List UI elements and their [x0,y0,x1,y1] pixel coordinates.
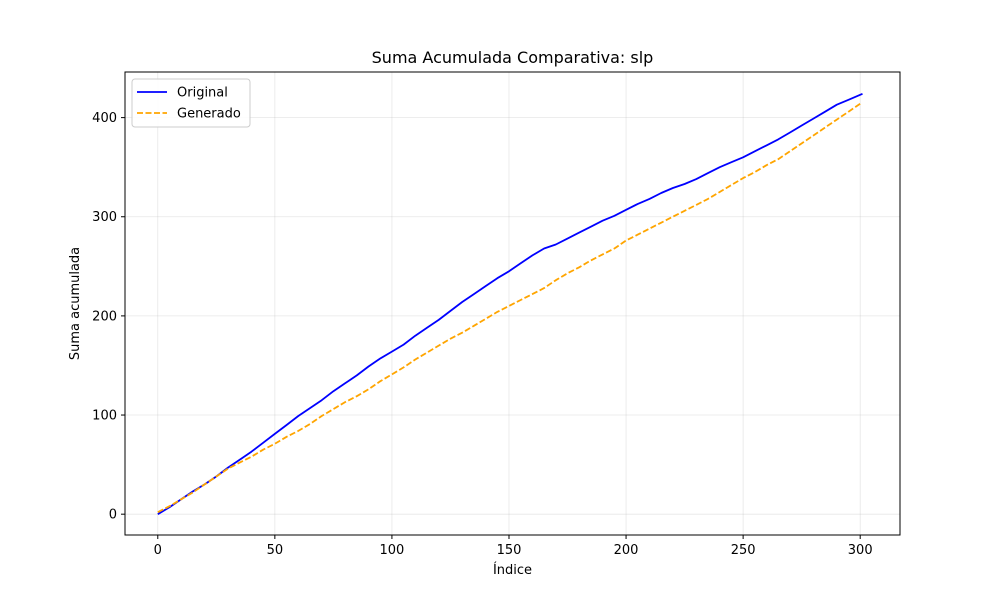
x-tick-label: 300 [848,543,873,558]
series-line-generado [157,102,861,514]
y-tick-label: 400 [92,111,117,126]
grid [125,72,900,535]
x-tick-label: 100 [380,543,405,558]
series-layer [157,92,863,515]
legend-box [131,78,251,128]
y-axis-label: Suma acumulada [68,247,83,360]
x-tick-label: 150 [497,543,522,558]
x-tick-label: 250 [731,543,756,558]
plot-frame [124,71,901,536]
y-tick-label: 300 [92,210,117,225]
legend: Original Generado [131,78,251,128]
x-tick-label: 0 [154,543,162,558]
x-tick-label: 200 [614,543,639,558]
legend-label-generado: Generado [177,107,241,122]
ticks: 0 50 100 150 200 250 300 0 100 200 300 400 [92,111,872,558]
legend-label-original: Original [177,86,228,101]
y-tick-label: 0 [109,508,117,523]
y-tick-label: 100 [92,409,117,424]
y-tick-label: 200 [92,309,117,324]
chart-title: Suma Acumulada Comparativa: slp [372,48,654,67]
x-tick-label: 50 [267,543,284,558]
series-line-original [157,92,863,515]
x-axis-label: Índice [493,562,532,578]
